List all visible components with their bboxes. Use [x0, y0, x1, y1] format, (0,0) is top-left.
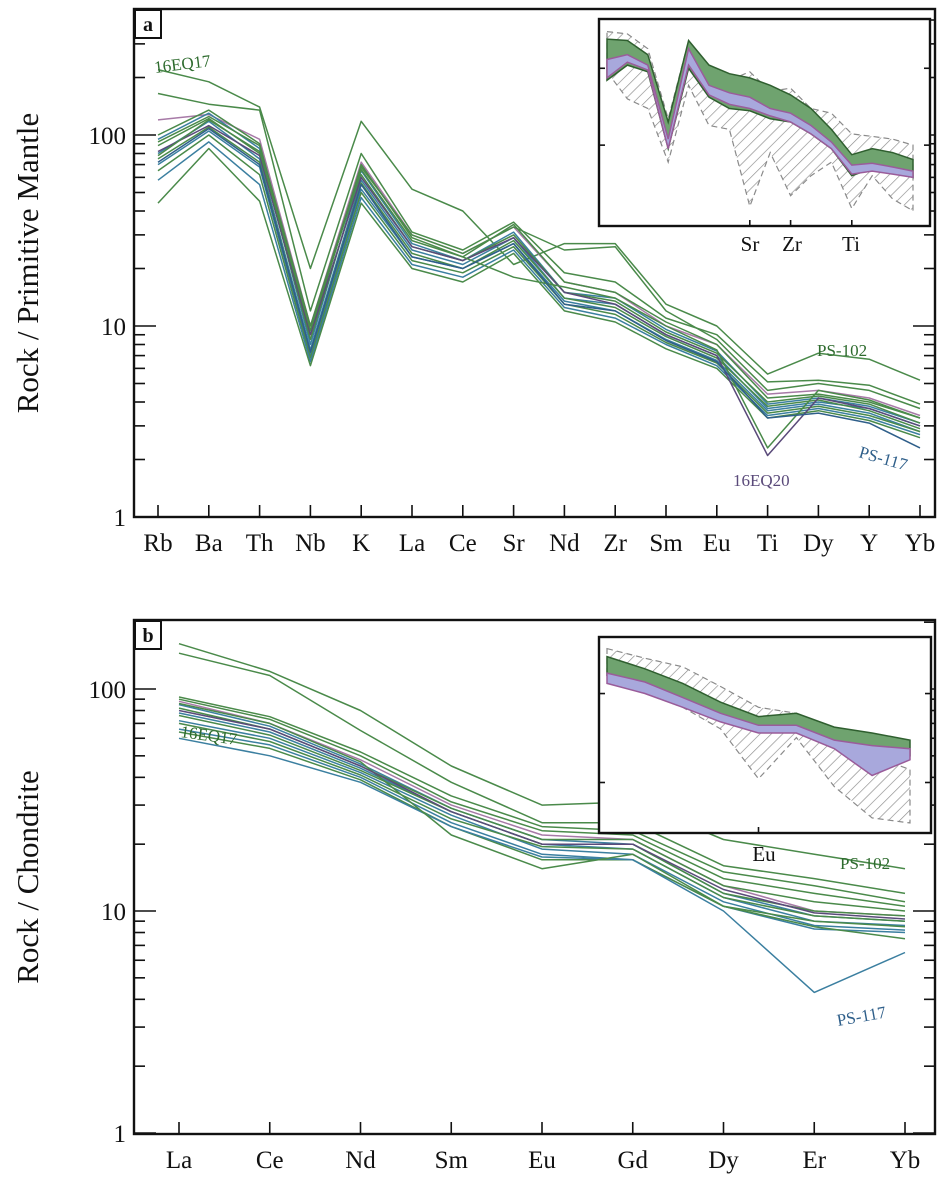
y-tick-label-b-100: 100	[89, 677, 127, 704]
x-tick-label-a-dy: Dy	[803, 530, 834, 557]
x-tick-label-a-nd: Nd	[549, 530, 580, 557]
inset-bands-a	[606, 30, 914, 212]
series-line-a-7	[157, 120, 921, 427]
series-line-a-3	[157, 113, 921, 417]
x-tick-label-b-yb: Yb	[890, 1147, 921, 1174]
inset-label-sr: Sr	[741, 232, 760, 256]
series-line-b-2	[178, 652, 906, 895]
panel-a: Rb Ba Th Nb K La Ce Sr Nd Zr Sm Eu Ti Dy Y Yb 1 10 100 Ro…	[10, 7, 937, 557]
x-tick-label-a-rb: Rb	[143, 530, 172, 557]
annotation-PS-102-a: PS-102	[817, 341, 867, 360]
panel-tag-box-b	[134, 620, 162, 650]
annotation-PS-117-a: PS-117	[857, 443, 910, 475]
inset-ticks-b	[599, 692, 931, 833]
inset-a: Sr Zr Ti	[597, 17, 932, 256]
x-tick-label-a-yb: Yb	[905, 530, 936, 557]
series-line-a-11	[157, 141, 921, 436]
series-group-a	[157, 68, 921, 457]
series-line-b-16	[178, 698, 906, 908]
series-line-b-12	[178, 731, 906, 928]
cat-labels-b: La Ce Nd Sm Eu Gd Dy Er Yb	[166, 1147, 920, 1174]
inset-label-zr: Zr	[782, 232, 802, 256]
panel-tag-box-a	[134, 9, 162, 39]
inset-ticks-a	[599, 67, 930, 226]
x-tick-label-a-eu: Eu	[703, 530, 731, 557]
x-tick-label-b-la: La	[166, 1147, 192, 1174]
series-line-b-1	[178, 642, 906, 870]
panel-tag-a: a	[143, 14, 153, 36]
series-line-b-13	[178, 737, 906, 994]
series-line-b-9	[178, 719, 906, 931]
x-tick-label-b-er: Er	[802, 1147, 826, 1174]
inset-purple-range-b	[606, 672, 911, 777]
y-axis-label-a: Rock / Primitive Mantle	[10, 113, 45, 414]
y-tick-label-a-10: 10	[101, 314, 126, 341]
series-line-a-9	[157, 130, 921, 433]
x-tick-label-b-nd: Nd	[345, 1147, 376, 1174]
cat-labels-a: Rb Ba Th Nb K La Ce Sr Nd Zr Sm Eu Ti Dy Y Yb	[143, 530, 935, 557]
x-tick-label-a-ti: Ti	[757, 530, 778, 557]
x-tick-label-a-ba: Ba	[195, 530, 223, 557]
ytick-labels-b: 1 10 100	[89, 677, 127, 1148]
series-line-a-10	[157, 134, 921, 433]
series-line-a-2	[157, 92, 921, 405]
series-group-b	[178, 642, 906, 994]
series-line-a-16	[157, 115, 921, 410]
x-tick-label-b-gd: Gd	[617, 1147, 648, 1174]
x-tick-label-b-ce: Ce	[256, 1147, 284, 1174]
annotation-PS-117-b: PS-117	[835, 1003, 887, 1030]
series-line-b-11	[178, 728, 906, 934]
x-tick-label-a-k: K	[352, 530, 370, 557]
annotation-PS-102-b: PS-102	[840, 854, 890, 873]
y-axis-label-b: Rock / Chondrite	[10, 770, 45, 984]
x-tick-label-a-la: La	[399, 530, 425, 557]
plot-frame-b	[132, 618, 937, 1136]
inset-label-eu: Eu	[752, 842, 776, 866]
panel-tag-b: b	[142, 625, 153, 647]
x-tick-label-a-zr: Zr	[603, 530, 627, 557]
inset-purple-range-a	[606, 46, 914, 179]
x-tick-label-a-nb: Nb	[295, 530, 326, 557]
x-tick-label-b-dy: Dy	[708, 1147, 739, 1174]
x-tick-label-a-sr: Sr	[502, 530, 525, 557]
panel-b: La Ce Nd Sm Eu Gd Dy Er Yb 1 10 100 Rock / Chondri…	[10, 618, 937, 1174]
series-line-a-15	[157, 127, 921, 449]
inset-label-ti: Ti	[842, 232, 860, 256]
inset-b: Eu	[597, 635, 933, 866]
annotation-16EQ20-a: 16EQ20	[733, 471, 790, 490]
plot-frame-a	[132, 7, 937, 519]
inset-bands-b	[606, 647, 911, 824]
x-tick-label-a-sm: Sm	[649, 530, 683, 557]
series-line-b-15	[178, 709, 906, 920]
series-line-b-3	[178, 696, 906, 903]
annotation-16EQ17-a: 16EQ17	[153, 51, 212, 77]
x-tick-label-a-th: Th	[246, 530, 274, 557]
series-line-b-10	[178, 722, 906, 922]
y-tick-label-a-1: 1	[114, 505, 127, 532]
x-tick-label-a-y: Y	[860, 530, 878, 557]
y-tick-label-a-100: 100	[89, 123, 127, 150]
series-line-a-14	[157, 119, 921, 449]
x-tick-label-a-ce: Ce	[449, 530, 477, 557]
series-line-b-14	[178, 702, 906, 940]
y-tick-label-b-1: 1	[114, 1121, 127, 1148]
y-tick-label-b-10: 10	[101, 899, 126, 926]
series-line-a-13	[157, 124, 921, 457]
x-tick-label-b-eu: Eu	[528, 1147, 556, 1174]
ytick-labels-a: 1 10 100	[89, 123, 127, 532]
x-tick-label-b-sm: Sm	[435, 1147, 469, 1174]
